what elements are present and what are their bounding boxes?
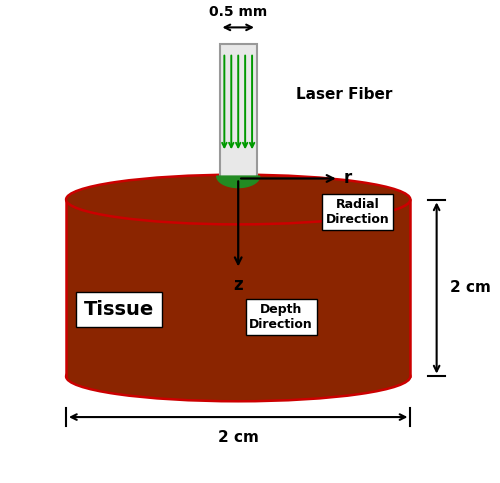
Polygon shape bbox=[217, 176, 260, 187]
Bar bbox=[66, 199, 410, 376]
Text: Tissue: Tissue bbox=[84, 300, 154, 319]
Ellipse shape bbox=[66, 175, 410, 225]
Text: 2 cm: 2 cm bbox=[450, 281, 491, 296]
Text: Radial
Direction: Radial Direction bbox=[326, 198, 390, 226]
Text: 2 cm: 2 cm bbox=[218, 430, 258, 445]
Text: 0.5 mm: 0.5 mm bbox=[209, 5, 268, 19]
Text: r: r bbox=[344, 170, 351, 187]
Text: z: z bbox=[234, 276, 243, 295]
Bar bbox=[220, 44, 257, 177]
Text: Laser Fiber: Laser Fiber bbox=[296, 87, 392, 102]
Ellipse shape bbox=[66, 352, 410, 401]
Text: Depth
Direction: Depth Direction bbox=[250, 303, 313, 331]
